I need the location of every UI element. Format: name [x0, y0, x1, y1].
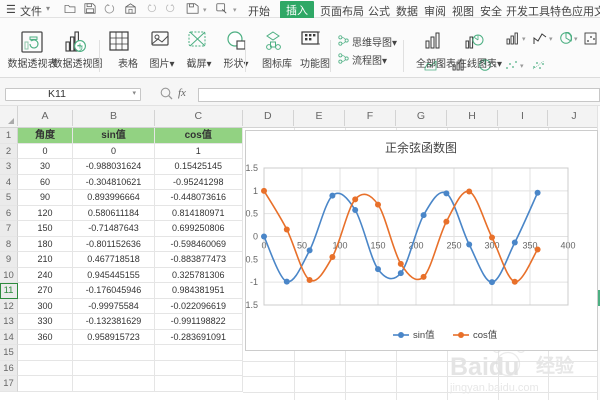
svg-text:-1.5: -1.5 — [245, 300, 258, 310]
svg-text:cos值: cos值 — [473, 329, 498, 341]
svg-text:经验: 经验 — [536, 354, 575, 377]
svg-text:0.5: 0.5 — [245, 209, 258, 219]
svg-text:0: 0 — [253, 232, 258, 242]
svg-text:正余弦函数图: 正余弦函数图 — [385, 140, 457, 155]
svg-text:Baidu: Baidu — [450, 353, 519, 381]
svg-text:1.5: 1.5 — [245, 163, 258, 173]
svg-text:1: 1 — [253, 186, 258, 196]
svg-text:-0.5: -0.5 — [245, 254, 258, 264]
svg-text:250: 250 — [446, 241, 461, 251]
svg-text:-1: -1 — [250, 277, 258, 287]
svg-text:150: 150 — [370, 241, 385, 251]
svg-text:50: 50 — [297, 241, 307, 251]
svg-text:sin值: sin值 — [413, 329, 435, 341]
svg-text:jingyan.baidu.com: jingyan.baidu.com — [450, 382, 539, 394]
svg-text:100: 100 — [332, 241, 347, 251]
